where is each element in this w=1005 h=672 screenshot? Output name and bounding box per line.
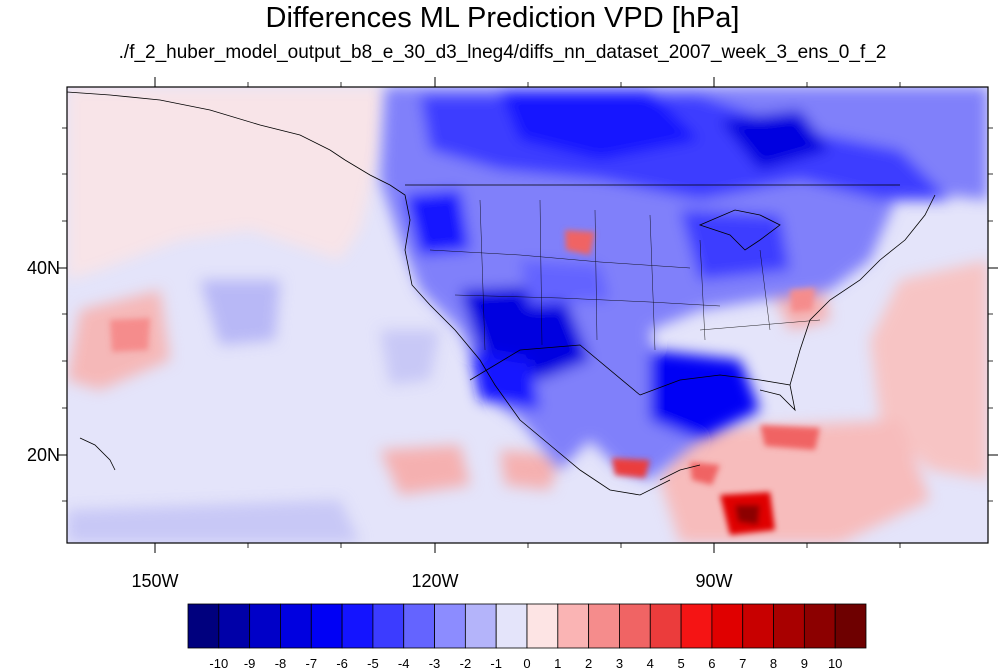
colorbar-label: 8: [769, 656, 778, 671]
colorbar-box: [372, 603, 405, 649]
colorbar-box: [742, 603, 774, 649]
lon-tick-label-90w: 90W: [695, 571, 733, 591]
plot-frame: [66, 86, 989, 544]
colorbar-label: 6: [708, 656, 716, 671]
colorbar-box: [557, 603, 590, 649]
lat-tick-label-40n: 40N: [26, 258, 60, 278]
colorbar-label: -6: [336, 656, 348, 671]
colorbar-boxes: [187, 603, 867, 649]
colorbar-box: [280, 603, 312, 649]
colorbar-box: [803, 603, 836, 649]
colorbar-label: 4: [646, 656, 654, 671]
colorbar-box: [495, 603, 528, 649]
colorbar-label: 3: [615, 656, 624, 671]
colorbar-box: [434, 603, 466, 649]
colorbar-label: -7: [305, 656, 318, 671]
light-red-regions: [67, 87, 988, 543]
colorbar-box: [249, 603, 281, 649]
map-subtitle: ./f_2_huber_model_output_b8_e_30_d3_lneg…: [118, 42, 887, 63]
vpd-difference-map: [57, 77, 998, 553]
colorbar-label: -2: [459, 656, 472, 671]
map-title: Differences ML Prediction VPD [hPa]: [265, 2, 740, 34]
colorbar-label: -1: [490, 656, 502, 671]
colorbar-box: [341, 603, 374, 649]
colorbar-label: 0: [523, 656, 531, 671]
colorbar-box: [588, 603, 620, 649]
colorbar-box: [619, 603, 651, 649]
minor-ticks: [62, 82, 993, 548]
state-borders: [429, 199, 821, 351]
colorbar-box: [218, 603, 251, 649]
colorbar-box: [403, 603, 435, 649]
colorbar-box: [711, 603, 744, 649]
colorbar-box: [680, 603, 713, 649]
colorbar-label: 7: [739, 656, 747, 671]
contour-field: [67, 87, 988, 543]
colorbar-box: [526, 603, 559, 649]
colorbar-label: -10: [209, 656, 229, 671]
colorbar-label: 10: [827, 656, 843, 671]
colorbar-label: -4: [397, 656, 410, 671]
colorbar-label: -8: [274, 656, 287, 671]
colorbar-box: [187, 603, 220, 649]
colorbar-label: -3: [428, 656, 441, 671]
colorbar-label: -5: [367, 656, 379, 671]
colorbar-label: 5: [677, 656, 685, 671]
colorbar-box: [834, 603, 867, 649]
colorbar-box: [773, 603, 805, 649]
colorbar-label: 2: [584, 656, 593, 671]
axis-ticks: [57, 77, 998, 553]
colorbar-label: -9: [243, 656, 256, 671]
colorbar-box: [464, 603, 497, 649]
lat-tick-label-20n: 20N: [26, 445, 60, 465]
colorbar-label: 9: [800, 656, 808, 671]
colorbar-box: [649, 603, 682, 649]
lon-tick-label-120w: 120W: [411, 571, 459, 591]
coastlines: [67, 91, 936, 496]
red-hotspots: [110, 230, 820, 535]
colorbar-box: [310, 603, 343, 649]
colorbar-label: 1: [554, 656, 562, 671]
lon-tick-label-150w: 150W: [131, 571, 179, 591]
